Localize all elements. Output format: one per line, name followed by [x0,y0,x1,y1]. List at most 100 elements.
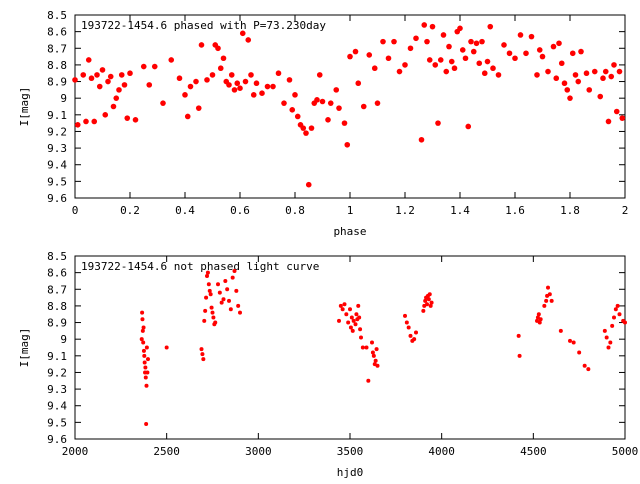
data-point [242,78,249,85]
data-point [517,32,524,38]
data-point [465,123,472,130]
data-point [358,327,363,332]
data-point [204,295,209,300]
data-point [205,270,210,275]
data-point [414,330,418,335]
data-point [495,72,502,78]
data-point [211,315,216,320]
data-point [113,95,120,101]
data-point [413,35,419,42]
data-point [443,68,450,75]
y-tick-label: 9.3 [47,142,67,155]
x-tick-label: 3500 [337,445,364,458]
data-point [139,337,144,342]
data-point [182,92,188,98]
data-point [121,82,128,88]
data-point [198,42,205,48]
data-point [481,70,488,77]
data-point [91,118,98,125]
x-tick-label: 2000 [62,445,89,458]
data-point [391,38,397,45]
data-point [248,72,254,78]
x-tick-label: 0.2 [120,204,140,217]
data-point [427,292,432,297]
x-tick-label: 1.6 [505,204,525,217]
x-tick-label: 3000 [245,445,272,458]
data-point [437,57,444,63]
data-point [424,38,430,45]
y-tick-label: 9.1 [47,350,67,363]
data-point [435,120,441,126]
data-point [217,65,224,72]
data-point [289,107,296,113]
data-point [303,130,309,136]
data-point [199,347,204,352]
data-point [396,68,403,75]
data-point [340,307,345,312]
data-point [357,315,362,320]
data-point [213,320,218,325]
data-point [473,40,480,47]
y-tick-label: 9.5 [47,175,67,188]
data-point [142,353,147,358]
data-point [146,82,153,88]
data-point [305,181,312,188]
data-point [200,352,205,357]
data-point [215,45,221,52]
data-point [264,83,271,90]
data-point [237,85,243,91]
data-point [94,72,100,78]
x-tick-label: 0 [72,204,79,217]
data-point [316,72,323,78]
data-point [348,307,352,312]
data-point [501,42,507,48]
data-point [470,48,477,55]
data-point [221,297,226,302]
data-point [572,72,579,78]
data-point [85,57,92,63]
data-point [375,363,380,368]
data-point [619,115,626,121]
data-point [193,78,199,85]
data-point [432,62,439,68]
data-point [144,345,149,350]
y-tick-label: 9.3 [47,383,67,396]
data-point [346,320,351,325]
data-point [141,325,146,330]
data-point [611,62,617,68]
data-point [228,307,233,312]
x-tick-label: 1.2 [395,204,415,217]
y-tick-label: 9.4 [47,400,67,413]
data-point [110,103,117,110]
data-point [462,55,469,62]
data-point [421,22,428,28]
x-axis-label: hjd0 [337,466,364,479]
data-point [425,302,429,307]
data-point [286,77,293,83]
data-point [606,345,611,350]
data-point [451,65,458,72]
data-point [118,72,125,78]
data-point [538,317,543,322]
data-point [605,118,612,125]
data-point [72,77,78,83]
x-tick-label: 4500 [520,445,547,458]
data-point [342,302,347,307]
data-point [602,68,609,75]
data-point [140,310,145,315]
data-point [517,353,522,358]
data-point [553,75,560,82]
y-tick-label: 9.4 [47,159,67,172]
data-point [204,77,210,83]
data-point [373,358,378,363]
data-point [230,275,235,280]
data-point [338,303,343,308]
data-point [253,80,260,87]
data-point [238,310,242,315]
data-point [360,345,365,350]
data-point [578,48,584,55]
data-point [105,78,111,85]
x-tick-label: 0.8 [285,204,305,217]
data-point [300,125,307,131]
